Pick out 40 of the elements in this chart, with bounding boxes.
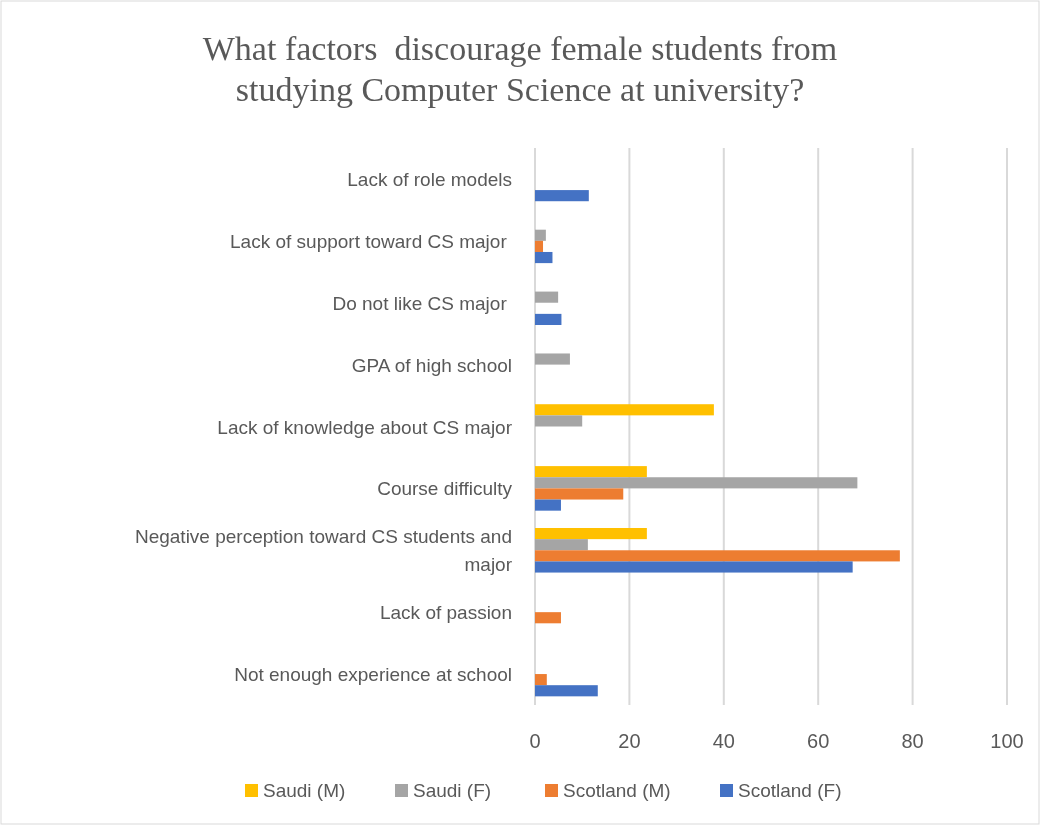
bar xyxy=(535,685,598,697)
bar xyxy=(535,291,559,303)
bar xyxy=(535,674,547,686)
x-tick-label: 80 xyxy=(901,730,924,752)
y-tick-label: Not enough experience at school xyxy=(234,664,512,686)
bar xyxy=(535,499,561,511)
y-tick-label: Lack of role models xyxy=(347,168,512,190)
bar xyxy=(535,353,570,365)
bar xyxy=(535,528,647,540)
chart-title: What factors discourage female students from studying Computer Science at university? xyxy=(202,30,838,108)
bar xyxy=(535,466,647,478)
legend-label: Saudi (F) xyxy=(413,780,492,801)
bar xyxy=(535,488,624,500)
legend-label: Saudi (M) xyxy=(263,780,346,801)
bar xyxy=(535,190,589,202)
y-tick-label: Lack of passion xyxy=(379,602,512,624)
bar xyxy=(535,229,546,241)
bar xyxy=(535,539,588,551)
legend-label: Scotland (F) xyxy=(738,780,842,801)
y-tick-label: Negative perception toward CS students and major xyxy=(134,526,513,576)
bar xyxy=(535,404,714,416)
x-tick-label: 40 xyxy=(712,730,735,752)
y-tick-label: Lack of knowledge about CS major xyxy=(217,416,513,438)
bar xyxy=(535,612,561,624)
bar xyxy=(535,415,583,427)
x-tick-label: 20 xyxy=(618,730,641,752)
y-tick-label: Course difficulty xyxy=(377,478,513,500)
y-tick-label: Do not like CS major xyxy=(332,292,512,314)
bar xyxy=(535,550,900,562)
x-tick-label: 0 xyxy=(529,730,541,752)
legend-label: Scotland (M) xyxy=(563,780,671,801)
y-tick-label: GPA of high school xyxy=(351,354,512,376)
bar xyxy=(535,477,858,489)
bar xyxy=(535,561,853,573)
bar xyxy=(535,313,562,325)
x-tick-label: 100 xyxy=(990,730,1024,752)
x-tick-label: 60 xyxy=(807,730,830,752)
y-tick-label: Lack of support toward CS major xyxy=(230,230,512,252)
bar xyxy=(535,251,553,264)
bar xyxy=(535,240,544,252)
